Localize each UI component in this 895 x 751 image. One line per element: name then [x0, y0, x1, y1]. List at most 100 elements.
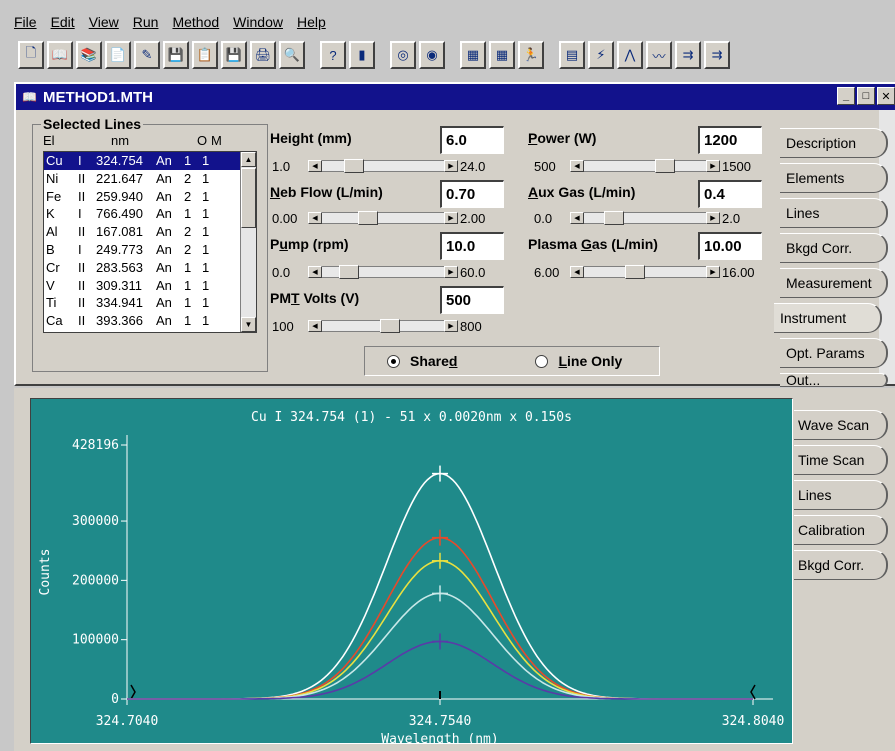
method-tab-bkgd-corr[interactable]: Bkgd Corr.: [780, 233, 888, 263]
autosampler-icon[interactable]: ⇉: [675, 41, 701, 69]
height-slider[interactable]: 1.0 ◀ ▶ 24.0: [264, 158, 506, 174]
menu-method[interactable]: Method: [172, 14, 220, 30]
slider-left-arrow-icon[interactable]: ◀: [308, 266, 322, 278]
autosampler-setup-icon[interactable]: ⇉: [704, 41, 730, 69]
peak-icon[interactable]: ⋀: [617, 41, 643, 69]
slider-left-arrow-icon[interactable]: ◀: [570, 266, 584, 278]
selected-line-row[interactable]: K I 766.490 An 1 1: [44, 205, 241, 223]
help-icon[interactable]: ?: [320, 41, 346, 69]
slider-left-arrow-icon[interactable]: ◀: [308, 212, 322, 224]
selected-line-row[interactable]: Ca II 393.366 An 1 1: [44, 312, 241, 330]
maximize-button[interactable]: □: [857, 87, 875, 105]
menu-view[interactable]: View: [88, 14, 119, 30]
scroll-thumb[interactable]: [241, 168, 256, 228]
power-input[interactable]: [698, 126, 762, 154]
save-icon[interactable]: 💾: [221, 41, 247, 69]
open-icon[interactable]: 📖: [47, 41, 73, 69]
radio-shared-dot[interactable]: [387, 354, 400, 368]
selected-line-row[interactable]: Cr II 283.563 An 1 1: [44, 259, 241, 277]
slider-right-arrow-icon[interactable]: ▶: [444, 160, 458, 172]
plasma-icon[interactable]: ◎: [390, 41, 416, 69]
sample-icon[interactable]: ▮: [349, 41, 375, 69]
slider-right-arrow-icon[interactable]: ▶: [706, 266, 720, 278]
minimize-button[interactable]: _: [837, 87, 855, 105]
slider-right-arrow-icon[interactable]: ▶: [706, 160, 720, 172]
list-scrollbar[interactable]: ▲ ▼: [240, 152, 256, 332]
slider-thumb[interactable]: [604, 211, 625, 225]
radio-shared[interactable]: Share d: [387, 353, 457, 369]
slider-right-arrow-icon[interactable]: ▶: [444, 266, 458, 278]
method-tab-instrument[interactable]: Instrument: [774, 303, 882, 333]
slider-thumb[interactable]: [624, 265, 645, 279]
slider-left-arrow-icon[interactable]: ◀: [570, 212, 584, 224]
method-tab-description[interactable]: Description: [780, 128, 888, 158]
analyze-icon[interactable]: 💾: [163, 41, 189, 69]
menu-help[interactable]: Help: [296, 14, 326, 30]
pmt-volts-slider[interactable]: 100 ◀ ▶ 800: [264, 318, 506, 334]
aux-gas-slider[interactable]: 0.0 ◀ ▶ 2.0: [526, 210, 772, 226]
radio-line-only-dot[interactable]: [535, 354, 549, 368]
report-icon[interactable]: 📋: [192, 41, 218, 69]
scroll-down-icon[interactable]: ▼: [241, 317, 256, 332]
spectrum-icon[interactable]: 〰: [646, 41, 672, 69]
edit-icon[interactable]: ✎: [134, 41, 160, 69]
method-tab-elements[interactable]: Elements: [780, 163, 888, 193]
slider-thumb[interactable]: [344, 159, 365, 173]
results-list-icon[interactable]: ▦: [489, 41, 515, 69]
neb-flow-input[interactable]: [440, 180, 504, 208]
slider-track[interactable]: [308, 266, 458, 278]
selected-line-row[interactable]: Ni II 221.647 An 2 1: [44, 170, 241, 188]
plot-tab-wave-scan[interactable]: Wave Scan: [794, 410, 888, 440]
plot-tab-time-scan[interactable]: Time Scan: [794, 445, 888, 475]
plot-tab-calibration[interactable]: Calibration: [794, 515, 888, 545]
method-tab-out[interactable]: Out...: [780, 373, 888, 387]
slider-left-arrow-icon[interactable]: ◀: [308, 320, 322, 332]
selected-line-row[interactable]: Al II 167.081 An 2 1: [44, 223, 241, 241]
slider-thumb[interactable]: [380, 319, 401, 333]
selected-line-row[interactable]: V II 309.311 An 1 1: [44, 277, 241, 295]
slider-left-arrow-icon[interactable]: ◀: [570, 160, 584, 172]
menu-file[interactable]: File: [14, 14, 37, 30]
calibrate-icon[interactable]: ⚡: [588, 41, 614, 69]
slider-thumb[interactable]: [655, 159, 676, 173]
open-folder-icon[interactable]: 📚: [76, 41, 102, 69]
menu-window[interactable]: Window: [233, 14, 283, 30]
menu-run[interactable]: Run: [132, 14, 159, 30]
slider-track[interactable]: [308, 212, 458, 224]
selected-lines-list[interactable]: Cu I 324.754 An 1 1 Ni II 221.647 An 2 1 Fe II 259.940…: [43, 151, 257, 333]
pump-slider[interactable]: 0.0 ◀ ▶ 60.0: [264, 264, 506, 280]
slider-right-arrow-icon[interactable]: ▶: [444, 320, 458, 332]
selected-line-row[interactable]: Cu I 324.754 An 1 1: [44, 152, 241, 170]
spreadsheet-icon[interactable]: ▤: [559, 41, 585, 69]
selected-line-row[interactable]: Ti II 334.941 An 1 1: [44, 294, 241, 312]
wave-scan-chart[interactable]: Cu I 324.754 (1) - 51 x 0.0020nm x 0.150…: [31, 399, 792, 743]
selected-line-row[interactable]: Fe II 259.940 An 2 1: [44, 188, 241, 206]
slider-track[interactable]: [570, 160, 720, 172]
run-icon[interactable]: 🏃: [518, 41, 544, 69]
slider-track[interactable]: [570, 212, 720, 224]
method-tab-lines[interactable]: Lines: [780, 198, 888, 228]
slider-track[interactable]: [570, 266, 720, 278]
plasma-gas-input[interactable]: [698, 232, 762, 260]
stop-icon[interactable]: ◉: [419, 41, 445, 69]
slider-track[interactable]: [308, 160, 458, 172]
aux-gas-input[interactable]: [698, 180, 762, 208]
slider-thumb[interactable]: [357, 211, 378, 225]
slider-left-arrow-icon[interactable]: ◀: [308, 160, 322, 172]
results-icon[interactable]: ▦: [460, 41, 486, 69]
slider-right-arrow-icon[interactable]: ▶: [706, 212, 720, 224]
slider-right-arrow-icon[interactable]: ▶: [444, 212, 458, 224]
method-tab-opt-params[interactable]: Opt. Params: [780, 338, 888, 368]
close-button[interactable]: ✕: [877, 87, 895, 105]
method-tab-measurement[interactable]: Measurement: [780, 268, 888, 298]
height-input[interactable]: [440, 126, 504, 154]
power-slider[interactable]: 500 ◀ ▶ 1500: [526, 158, 772, 174]
scroll-up-icon[interactable]: ▲: [241, 152, 256, 167]
neb-flow-slider[interactable]: 0.00 ◀ ▶ 2.00: [264, 210, 506, 226]
menu-edit[interactable]: Edit: [50, 14, 75, 30]
selected-line-row[interactable]: B I 249.773 An 2 1: [44, 241, 241, 259]
slider-thumb[interactable]: [339, 265, 360, 279]
print-icon[interactable]: 🖨: [250, 41, 276, 69]
pmt-volts-input[interactable]: [440, 286, 504, 314]
